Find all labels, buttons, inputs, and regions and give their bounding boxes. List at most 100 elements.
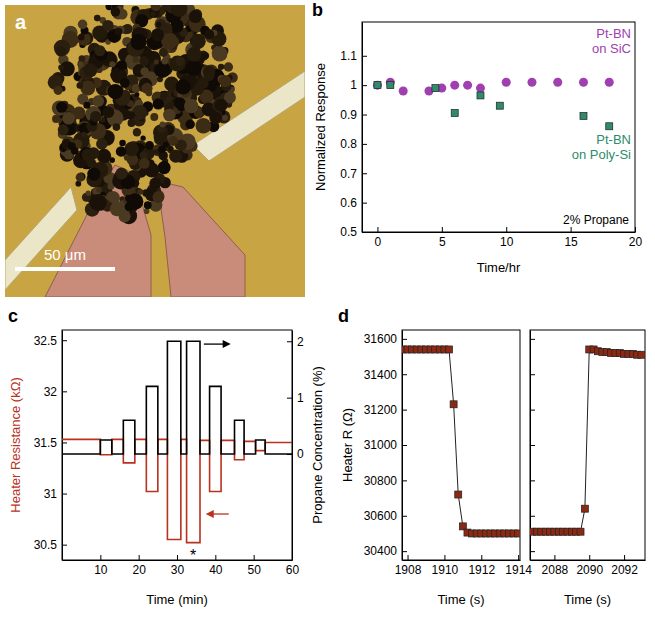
tick-label: 15 (564, 235, 578, 249)
panel: 051015200.50.60.70.80.911.1Pt-BNon SiCPt… (312, 0, 642, 275)
particle (110, 71, 117, 78)
tick: 0.7 (340, 167, 367, 181)
marker (374, 82, 381, 89)
plot-area (402, 346, 520, 537)
particle (112, 198, 118, 204)
tick-label: 31 (44, 487, 58, 501)
particle (90, 194, 107, 211)
tick-mark (100, 555, 101, 560)
particle (113, 123, 121, 131)
plot-frame (530, 330, 645, 560)
particle (224, 62, 233, 71)
particle (54, 40, 70, 56)
panel-letter: a (15, 11, 27, 33)
marker (463, 81, 472, 90)
particle (190, 34, 205, 49)
particle (222, 115, 228, 121)
plot-frame (362, 22, 635, 232)
tick-mark (287, 341, 292, 342)
particle (78, 34, 85, 41)
particle (168, 146, 173, 151)
marker (455, 491, 462, 498)
tick: 1914 (505, 555, 532, 577)
tick: 0 (375, 227, 382, 249)
particle (169, 56, 185, 72)
particle (168, 136, 178, 146)
particle (52, 115, 60, 123)
tick-mark (377, 227, 378, 232)
tick: 31 (44, 487, 67, 501)
tick (530, 374, 535, 375)
particle (166, 96, 171, 101)
particle (154, 5, 160, 11)
particle (161, 58, 168, 65)
contact-electrode (193, 71, 305, 161)
figure-svg: 50 μma051015200.50.60.70.80.911.1Pt-BNon… (0, 0, 655, 618)
tick: 40 (209, 555, 223, 577)
marker (432, 85, 439, 92)
particle (130, 34, 146, 50)
tick: 0.9 (340, 108, 367, 122)
tick-label: 1 (297, 391, 304, 405)
tick: 2092 (611, 555, 638, 577)
marker (581, 505, 588, 512)
marker (579, 78, 588, 87)
particle (132, 105, 147, 120)
particle (142, 189, 149, 196)
particle (151, 52, 159, 60)
tick (530, 516, 535, 517)
tick: 0.6 (340, 196, 367, 210)
tick-label: 30 (171, 563, 185, 577)
tick: 5 (439, 227, 446, 249)
particle (90, 111, 101, 122)
tick: 0.5 (340, 225, 367, 239)
tick-mark (408, 555, 409, 560)
tick-label: 60 (286, 563, 300, 577)
particle (151, 5, 161, 11)
tick-mark (62, 442, 67, 443)
tick-mark (402, 551, 407, 552)
tick-label: 2088 (542, 563, 569, 577)
panel-letter: d (338, 306, 349, 326)
tick-mark (624, 555, 625, 560)
tick: 31000 (364, 438, 407, 452)
particle (86, 191, 91, 196)
tick-mark (589, 555, 590, 560)
tick-mark (362, 144, 367, 145)
tick: 1.1 (340, 49, 367, 63)
particle (218, 64, 224, 70)
data-line (403, 349, 518, 533)
particle (150, 12, 155, 17)
marker (387, 82, 394, 89)
y-axis-title: Heater Resistance (kΩ) (8, 377, 23, 512)
tick: 10 (500, 227, 514, 249)
tick-label: 31000 (364, 438, 398, 452)
tick: 20 (629, 227, 643, 249)
tick-label: 31400 (364, 368, 398, 382)
particle (145, 141, 154, 150)
tick-label: 2090 (576, 563, 603, 577)
marker (527, 78, 536, 87)
tick-mark (530, 410, 535, 411)
particle (184, 99, 198, 113)
tick-mark (402, 410, 407, 411)
figure: 50 μma051015200.50.60.70.80.911.1Pt-BNon… (0, 0, 655, 618)
tick-label: 20 (132, 563, 146, 577)
particle (149, 178, 161, 190)
tick-mark (402, 339, 407, 340)
particle (158, 145, 165, 152)
arrow-head (206, 510, 214, 518)
tick-mark (481, 555, 482, 560)
annotation: 2% Propane (563, 213, 629, 227)
tick-mark (442, 227, 443, 232)
x-axis: 2088 2090 2092 (531, 555, 646, 577)
particle (124, 156, 129, 161)
tick: 1912 (468, 555, 495, 577)
tick-mark (554, 555, 555, 560)
particle (139, 56, 148, 65)
tick-label: 1908 (395, 563, 422, 577)
marker (496, 102, 503, 109)
tick-label: 30.5 (34, 538, 58, 552)
particle (140, 136, 145, 141)
particle (116, 146, 127, 157)
